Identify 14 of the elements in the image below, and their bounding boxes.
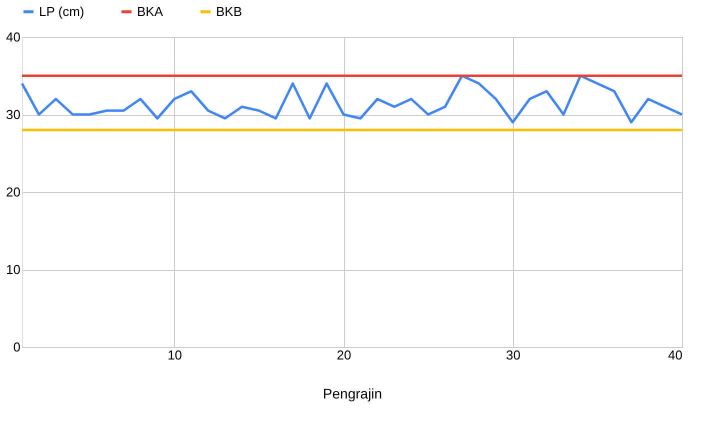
- legend-label: BKA: [137, 4, 164, 19]
- x-axis-title: Pengrajin: [322, 386, 382, 402]
- y-tick-label: 40: [6, 30, 20, 44]
- legend-label: BKB: [216, 4, 242, 19]
- x-tick-label: 30: [506, 348, 521, 362]
- x-tick-label: 10: [168, 348, 182, 362]
- line-series: [20, 74, 684, 124]
- y-tick-label: 30: [6, 107, 20, 122]
- y-tick-label: 0: [13, 340, 20, 354]
- y-tick-label: 20: [6, 184, 20, 200]
- y-tick-label: 10: [6, 262, 20, 277]
- x-tick-label: 40: [668, 348, 682, 362]
- legend-label: LP (cm): [39, 4, 84, 19]
- x-tick-label: 20: [336, 348, 352, 362]
